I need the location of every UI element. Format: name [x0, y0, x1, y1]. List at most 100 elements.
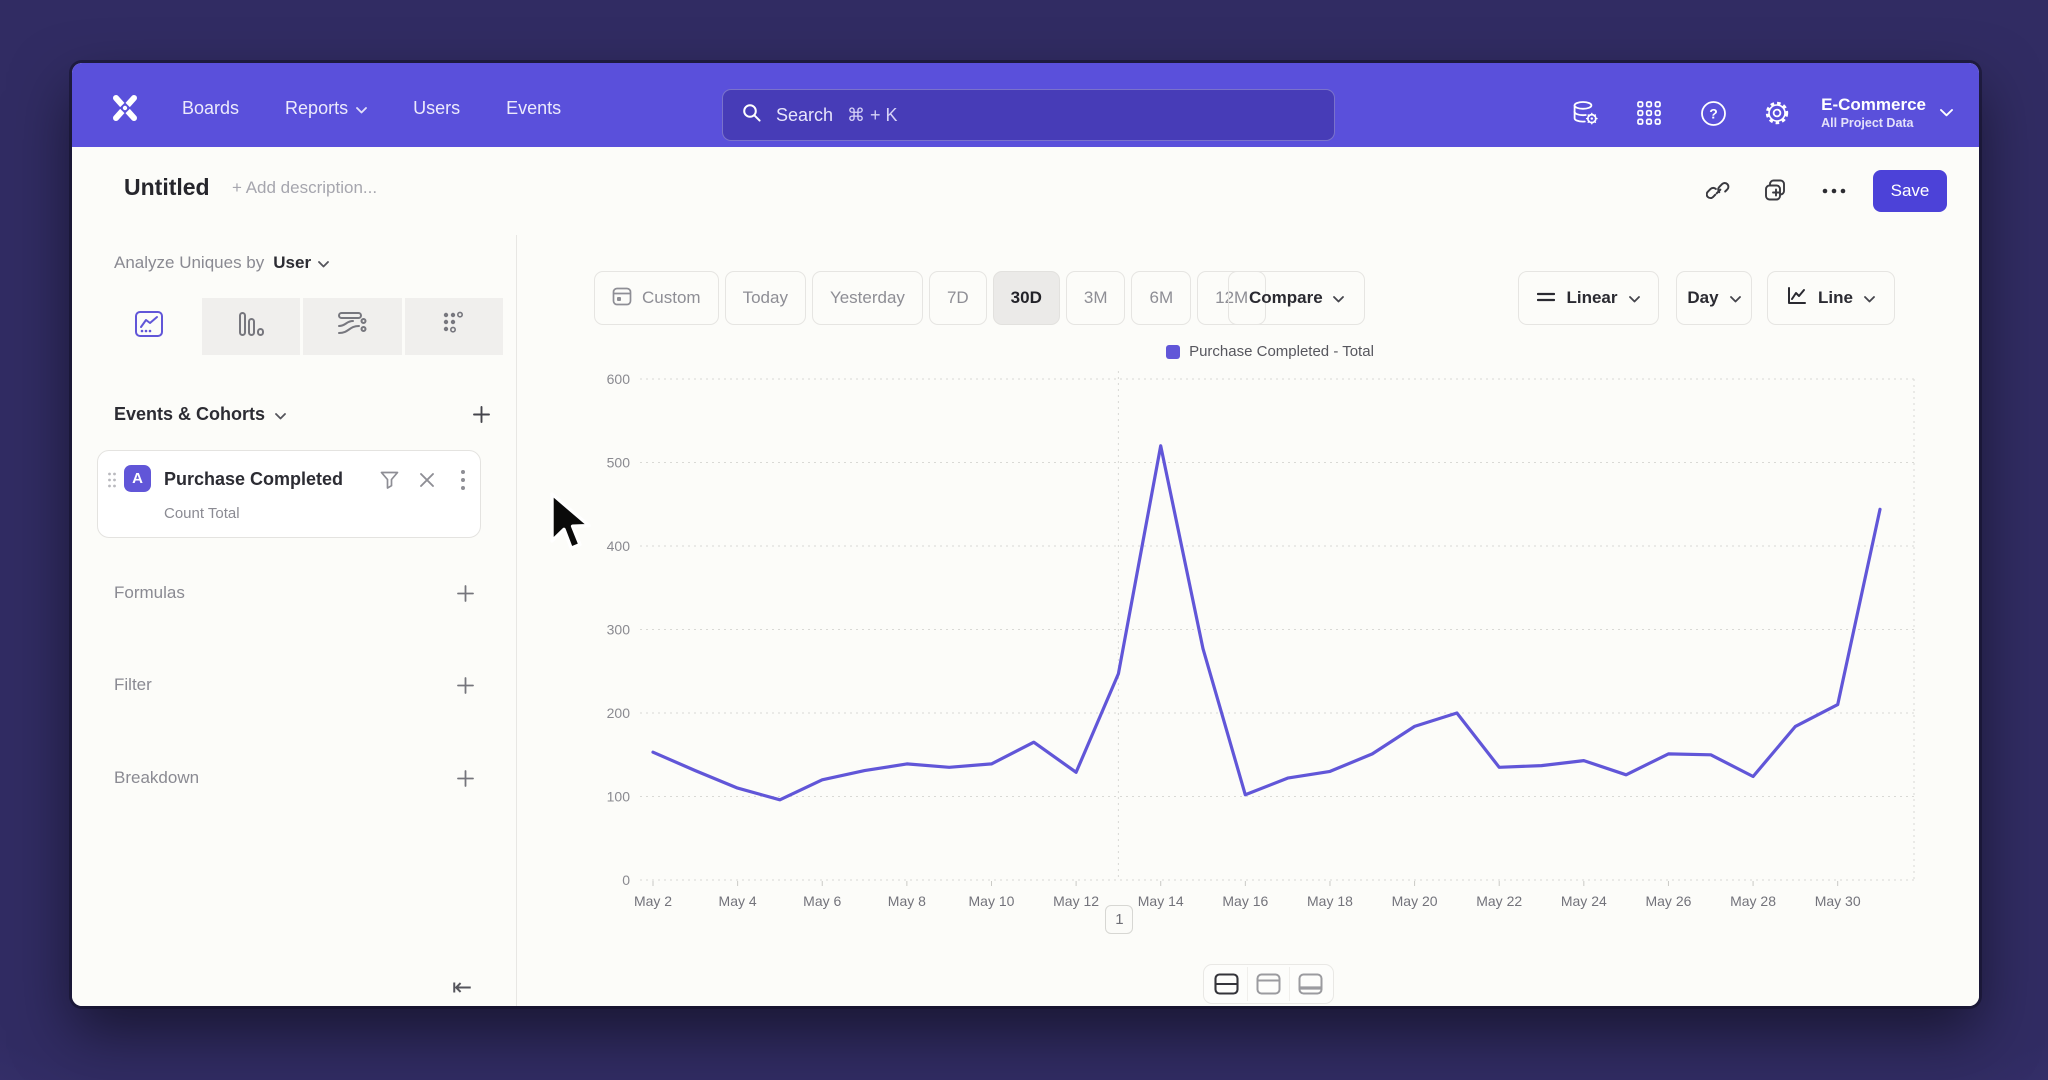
nav-item-label: Events: [506, 97, 562, 118]
layout-top-panel-button[interactable]: [1247, 967, 1289, 1001]
drag-handle-icon[interactable]: [106, 471, 118, 494]
nav-item-users[interactable]: Users: [413, 98, 460, 119]
svg-text:500: 500: [607, 455, 631, 471]
chart-type-label: Line: [1818, 288, 1853, 307]
chevron-down-icon: [1628, 288, 1640, 308]
event-more-options-icon[interactable]: [450, 467, 476, 493]
range-label: Yesterday: [829, 288, 905, 307]
range-12m-button[interactable]: 12M: [1197, 271, 1267, 325]
svg-text:May 6: May 6: [803, 893, 841, 909]
svg-text:600: 600: [607, 371, 631, 387]
svg-text:May 22: May 22: [1476, 893, 1522, 909]
range-7d-button[interactable]: 7D: [928, 271, 987, 325]
nav-item-label: Reports: [285, 97, 349, 118]
add-event-button[interactable]: [470, 403, 492, 425]
svg-text:May 10: May 10: [969, 893, 1015, 909]
chevron-down-icon: [356, 98, 367, 119]
layout-toggle-group: [1203, 964, 1334, 1004]
add-formula-button[interactable]: [454, 582, 476, 604]
legend-swatch: [1166, 344, 1181, 359]
remove-event-icon[interactable]: [414, 467, 440, 493]
bar-chart-icon: [238, 310, 264, 343]
event-card-purchase-completed[interactable]: A Purchase Completed Count Total: [97, 450, 481, 538]
svg-text:May 24: May 24: [1561, 893, 1607, 909]
chart-legend[interactable]: Purchase Completed - Total: [661, 343, 1879, 360]
range-label: 7D: [946, 288, 969, 307]
svg-text:0: 0: [622, 872, 630, 888]
svg-text:May 16: May 16: [1222, 893, 1268, 909]
tab-bar-chart[interactable]: [201, 298, 300, 355]
range-today-button[interactable]: Today: [724, 271, 806, 325]
nav-item-events[interactable]: Events: [506, 98, 561, 119]
nav-right-group: ? E-Commerce All Project Data: [1553, 63, 1979, 155]
analyze-label: Analyze Uniques by: [114, 253, 265, 272]
flow-icon: [337, 311, 367, 342]
query-sidebar: Analyze Uniques by User: [72, 235, 517, 1006]
save-button[interactable]: Save: [1873, 170, 1947, 212]
tab-line-chart[interactable]: [100, 298, 199, 355]
nav-item-boards[interactable]: Boards: [182, 98, 239, 119]
svg-text:May 12: May 12: [1053, 893, 1099, 909]
collapse-sidebar-icon[interactable]: ⇤: [452, 974, 473, 1001]
chevron-down-icon: [275, 404, 286, 425]
line-chart[interactable]: 0 100 200 300 400 500 600 May 2 May 4 May 6 May 8 M…: [522, 363, 1932, 923]
nav-item-reports[interactable]: Reports: [285, 98, 367, 119]
add-breakdown-button[interactable]: [454, 767, 476, 789]
interval-dropdown[interactable]: Day: [1676, 271, 1752, 325]
filter-row: Filter: [114, 667, 476, 703]
tab-flow[interactable]: [303, 298, 402, 355]
project-switcher[interactable]: E-Commerce All Project Data: [1821, 95, 1953, 132]
line-chart-icon: [134, 310, 164, 343]
event-metric[interactable]: Count Total: [164, 505, 240, 522]
range-label: 3M: [1083, 288, 1108, 307]
add-description-field[interactable]: + Add description...: [232, 178, 378, 197]
linear-scale-icon: [1537, 288, 1556, 308]
event-letter-badge: A: [124, 465, 151, 492]
help-icon[interactable]: ?: [1681, 100, 1745, 127]
svg-text:May 28: May 28: [1730, 893, 1776, 909]
title-bar: Untitled + Add description... Save: [72, 147, 1979, 236]
duplicate-icon[interactable]: [1758, 173, 1794, 209]
range-label: Today: [742, 288, 788, 307]
scale-dropdown[interactable]: Linear: [1518, 271, 1659, 325]
search-shortcut: ⌘ + K: [847, 104, 898, 125]
layout-split-horizontal-button[interactable]: [1206, 967, 1247, 1001]
annotation-marker[interactable]: 1: [1105, 905, 1134, 934]
range-yesterday-button[interactable]: Yesterday: [811, 271, 923, 325]
report-title[interactable]: Untitled: [124, 174, 210, 200]
svg-text:?: ?: [1709, 105, 1718, 121]
svg-text:100: 100: [607, 789, 631, 805]
range-label: 30D: [1010, 288, 1042, 307]
chevron-down-icon: [318, 253, 329, 273]
filter-label: Filter: [114, 675, 152, 694]
filter-funnel-icon[interactable]: [376, 467, 402, 493]
more-options-icon[interactable]: [1816, 173, 1852, 209]
mixpanel-logo-icon[interactable]: [108, 91, 142, 125]
range-30d-button[interactable]: 30D: [992, 271, 1060, 325]
legend-label: Purchase Completed - Total: [1189, 343, 1374, 360]
settings-gear-icon[interactable]: [1745, 99, 1809, 127]
event-name[interactable]: Purchase Completed: [164, 469, 344, 489]
line-type-icon: [1787, 286, 1807, 310]
chart-controls: Custom Today Yesterday 7D 30D 3M 6M 12M …: [594, 271, 1959, 327]
apps-grid-icon[interactable]: [1617, 101, 1681, 125]
add-filter-button[interactable]: [454, 674, 476, 696]
analyze-value-dropdown[interactable]: User: [273, 253, 329, 273]
copy-link-icon[interactable]: [1700, 173, 1736, 209]
chart-panel: Custom Today Yesterday 7D 30D 3M 6M 12M …: [517, 235, 1979, 1006]
date-range-group: Custom Today Yesterday 7D 30D 3M 6M 12M: [594, 271, 1267, 325]
chart-type-dropdown[interactable]: Line: [1767, 271, 1895, 325]
compare-dropdown[interactable]: Compare: [1228, 271, 1365, 325]
tab-scatter[interactable]: [404, 298, 503, 355]
layout-bottom-panel-button[interactable]: [1289, 967, 1331, 1001]
search-placeholder: Search: [776, 104, 834, 125]
analyze-uniques-row: Analyze Uniques by User: [114, 253, 329, 273]
events-cohorts-label[interactable]: Events & Cohorts: [114, 403, 266, 424]
range-3m-button[interactable]: 3M: [1065, 271, 1126, 325]
range-custom-button[interactable]: Custom: [594, 271, 719, 325]
chevron-down-icon: [1729, 288, 1741, 308]
range-6m-button[interactable]: 6M: [1131, 271, 1192, 325]
app-window: Boards Reports Users Events Search ⌘ + K: [72, 63, 1979, 1006]
search-input[interactable]: Search ⌘ + K: [722, 89, 1335, 141]
data-management-icon[interactable]: [1553, 100, 1617, 126]
